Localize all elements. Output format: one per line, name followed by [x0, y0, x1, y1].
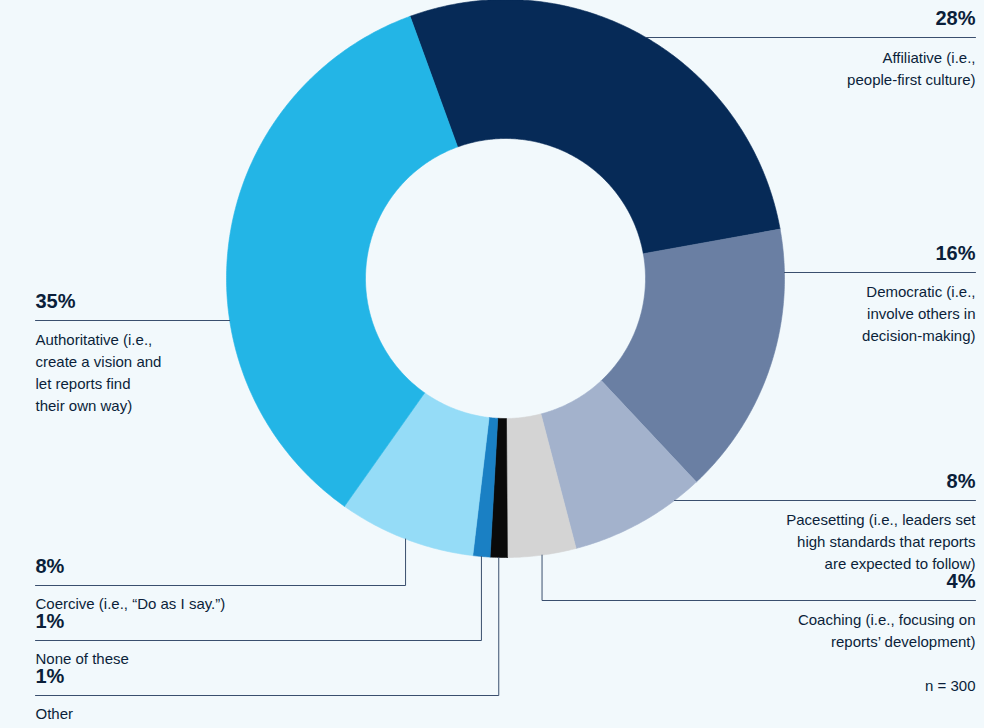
svg-text:8%: 8% [36, 555, 65, 577]
svg-text:4%: 4% [947, 570, 976, 592]
svg-text:Pacesetting (i.e., leaders set: Pacesetting (i.e., leaders set [786, 511, 976, 528]
svg-text:their own way): their own way) [36, 397, 133, 414]
svg-text:Coercive (i.e., “Do as I say.”: Coercive (i.e., “Do as I say.”) [36, 595, 226, 612]
svg-text:Coaching (i.e., focusing on: Coaching (i.e., focusing on [798, 611, 976, 628]
svg-text:None of these: None of these [36, 650, 129, 667]
svg-text:n = 300: n = 300 [925, 677, 975, 694]
svg-text:Other: Other [36, 705, 74, 722]
svg-text:create a vision and: create a vision and [36, 353, 162, 370]
svg-text:Democratic (i.e.,: Democratic (i.e., [866, 283, 975, 300]
svg-text:high standards that reports: high standards that reports [797, 533, 975, 550]
svg-text:28%: 28% [935, 7, 975, 29]
svg-text:people-first culture): people-first culture) [847, 71, 975, 88]
svg-text:16%: 16% [935, 242, 975, 264]
svg-text:let reports find: let reports find [36, 375, 131, 392]
svg-text:decision-making): decision-making) [862, 327, 975, 344]
svg-text:1%: 1% [36, 610, 65, 632]
svg-text:reports’ development): reports’ development) [831, 633, 976, 650]
svg-text:8%: 8% [947, 470, 976, 492]
svg-text:35%: 35% [36, 290, 76, 312]
svg-text:Authoritative (i.e.,: Authoritative (i.e., [36, 331, 153, 348]
svg-text:involve others in: involve others in [867, 305, 975, 322]
svg-text:1%: 1% [36, 665, 65, 687]
svg-text:are expected to follow): are expected to follow) [825, 555, 976, 572]
svg-text:Affiliative (i.e.,: Affiliative (i.e., [882, 49, 975, 66]
